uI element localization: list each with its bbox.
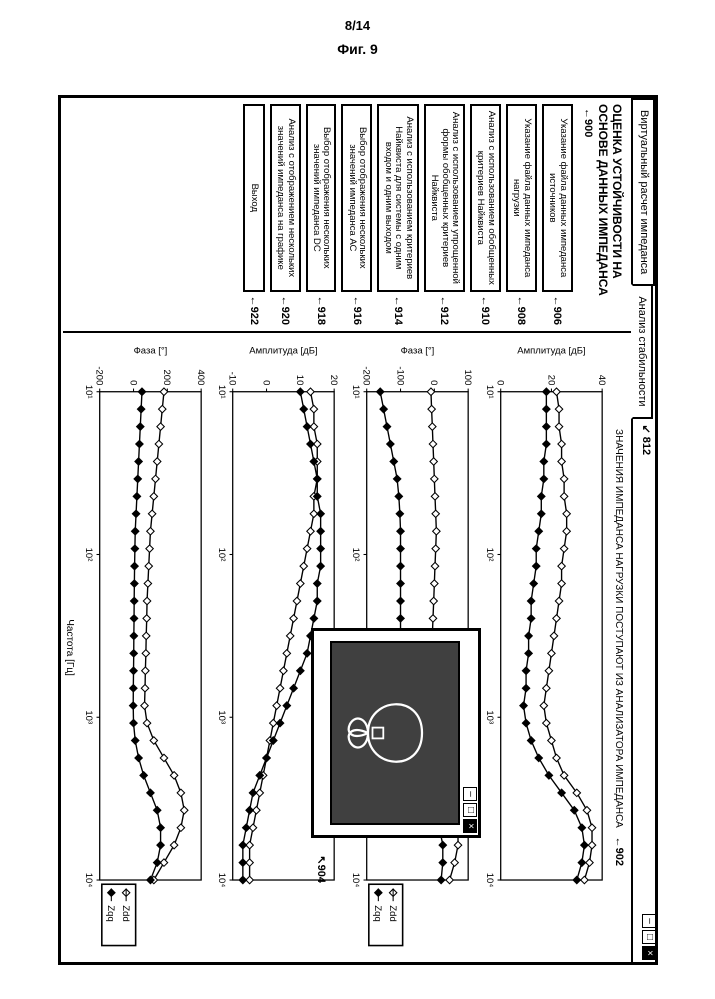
svg-text:10¹: 10¹: [82, 385, 93, 399]
close-icon[interactable]: ×: [463, 819, 477, 833]
menu-button-910[interactable]: Анализ с использованием обобщенных крите…: [469, 104, 500, 292]
tab-stability-analysis[interactable]: Анализ стабильности: [631, 284, 653, 418]
menu-button-916[interactable]: Выбор отображения нескольких значений им…: [341, 104, 372, 292]
svg-text:Фаза [°]: Фаза [°]: [133, 346, 167, 357]
svg-text:200: 200: [160, 370, 171, 386]
ref-904: ↖904: [315, 855, 328, 883]
ref-910: ←910: [479, 296, 491, 325]
sidebar: ОЦЕНКА УСТОЙЧИВОСТИ НА ОСНОВЕ ДАННЫХ ИМП…: [63, 98, 631, 333]
chart-panel-3: -200 0 200 400 10¹ 10² 10³ 10⁴ Фаза [°] Zdd Zqq: [77, 341, 209, 954]
svg-text:Zdd: Zdd: [119, 905, 130, 921]
minimize-icon[interactable]: –: [642, 914, 656, 928]
menu-button-918[interactable]: Выбор отображения нескольких значений им…: [305, 104, 336, 292]
nyquist-popup: – □ × ↖904: [311, 628, 481, 838]
menu-button-920[interactable]: Анализ с отображением нескольких значени…: [269, 104, 300, 292]
svg-text:0: 0: [494, 380, 505, 385]
svg-text:40: 40: [595, 375, 606, 386]
ref-914: ←914: [392, 296, 404, 325]
svg-text:Амплитуда [дБ]: Амплитуда [дБ]: [517, 346, 585, 357]
charts-area: ЗНАЧЕНИЯ ИМПЕДАНСА НАГРУЗКИ ПОСТУПАЮТ ИЗ…: [63, 333, 631, 962]
maximize-icon[interactable]: □: [463, 803, 477, 817]
ref-906: ←906: [551, 296, 563, 325]
svg-text:Амплитуда [дБ]: Амплитуда [дБ]: [249, 346, 317, 357]
svg-text:0: 0: [428, 380, 439, 385]
maximize-icon[interactable]: □: [642, 930, 656, 944]
svg-text:10¹: 10¹: [483, 385, 494, 399]
svg-text:Zqq: Zqq: [372, 905, 383, 921]
svg-text:10⁴: 10⁴: [82, 873, 93, 888]
ref-916: ←916: [350, 296, 362, 325]
svg-text:-200: -200: [360, 366, 371, 385]
close-icon[interactable]: ×: [642, 946, 656, 960]
figure-label: Фиг. 9: [0, 37, 715, 65]
svg-text:10²: 10²: [350, 548, 361, 562]
ref-922: ←922: [247, 296, 259, 325]
svg-text:10: 10: [294, 375, 305, 386]
svg-text:Zdd: Zdd: [387, 905, 398, 921]
minimize-icon[interactable]: –: [463, 787, 477, 801]
svg-text:400: 400: [194, 370, 205, 386]
menu-button-914[interactable]: Анализ с использованием критериев Найкви…: [377, 104, 418, 292]
menu-button-922[interactable]: Выход: [242, 104, 264, 292]
svg-text:100: 100: [462, 370, 473, 386]
svg-text:10¹: 10¹: [350, 385, 361, 399]
ref-920: ←920: [279, 296, 291, 325]
svg-text:Фаза [°]: Фаза [°]: [400, 346, 434, 357]
ref-902: ←902: [613, 837, 625, 866]
menu-button-912[interactable]: Анализ с использованием упрощенной формы…: [423, 104, 464, 292]
x-axis-label: Частота [Гц]: [63, 341, 75, 954]
svg-text:10⁴: 10⁴: [483, 873, 494, 888]
svg-text:10³: 10³: [483, 710, 494, 724]
svg-text:10⁴: 10⁴: [216, 873, 227, 888]
svg-text:-100: -100: [394, 366, 405, 385]
ref-918: ←918: [315, 296, 327, 325]
window-controls: – □ ×: [642, 914, 656, 960]
svg-text:20: 20: [328, 375, 339, 386]
svg-text:20: 20: [545, 375, 556, 386]
charts-title: ЗНАЧЕНИЯ ИМПЕДАНСА НАГРУЗКИ ПОСТУПАЮТ ИЗ…: [611, 341, 625, 954]
page-number: 8/14: [0, 0, 715, 37]
menu-button-908[interactable]: Указание файла данных импеданса нагрузки: [505, 104, 536, 292]
menu-button-906[interactable]: Указание файла данных импеданса источник…: [541, 104, 572, 292]
tab-bar: Виртуальный расчет импеданса Анализ стаб…: [631, 98, 655, 962]
tab-virtual-impedance[interactable]: Виртуальный расчет импеданса: [633, 98, 655, 286]
svg-text:10³: 10³: [216, 710, 227, 724]
svg-text:0: 0: [126, 380, 137, 385]
svg-text:10¹: 10¹: [216, 385, 227, 399]
ref-908: ←908: [515, 296, 527, 325]
nyquist-plot: [330, 641, 460, 825]
svg-text:Zqq: Zqq: [104, 905, 115, 921]
svg-text:10⁴: 10⁴: [350, 873, 361, 888]
svg-text:-10: -10: [226, 372, 237, 386]
chart-panel-0: 0 20 40 10¹ 10² 10³ 10⁴ Амплитуда [дБ]: [479, 341, 611, 954]
svg-text:10²: 10²: [82, 548, 93, 562]
sidebar-title: ОЦЕНКА УСТОЙЧИВОСТИ НА ОСНОВЕ ДАННЫХ ИМП…: [577, 104, 624, 325]
application-window: – □ × Виртуальный расчет импеданса Анали…: [58, 95, 658, 965]
ref-900: ←900: [582, 108, 594, 137]
svg-text:10³: 10³: [82, 710, 93, 724]
ref-812: ↙ 812: [631, 425, 653, 456]
svg-text:10²: 10²: [216, 548, 227, 562]
svg-text:10²: 10²: [483, 548, 494, 562]
svg-text:-200: -200: [93, 366, 104, 385]
svg-text:0: 0: [260, 380, 271, 385]
ref-912: ←912: [438, 296, 450, 325]
